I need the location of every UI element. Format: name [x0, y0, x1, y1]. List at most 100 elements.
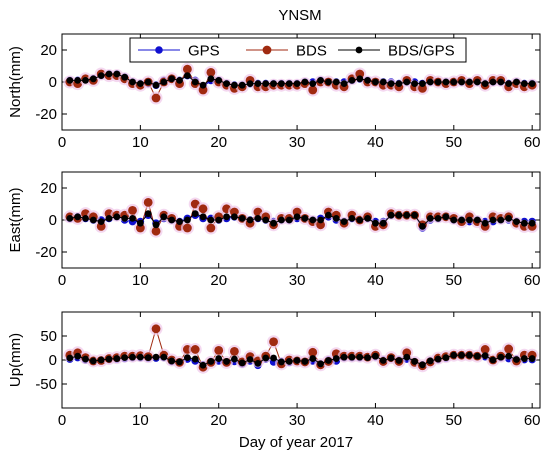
north-bds-gps-point [144, 78, 152, 86]
east-x-tick-label: 60 [524, 272, 541, 289]
up-x-tick-label: 30 [289, 412, 306, 429]
east-x-tick-label: 30 [289, 272, 306, 289]
up-bds-gps-point [74, 352, 82, 360]
up-bds-gps-point [450, 351, 458, 359]
north-bds-gps-point [395, 80, 403, 87]
north-x-tick-label: 0 [58, 134, 66, 151]
east-bds-gps-point [278, 216, 285, 224]
up-x-tick-label: 10 [132, 412, 149, 429]
up-bds-gps-point [230, 355, 238, 363]
east-bds-point [292, 207, 302, 217]
up-bds-gps-point [364, 354, 372, 361]
north-bds-gps-point [364, 77, 372, 84]
east-bds-gps-point [419, 223, 426, 230]
east-bds-gps-point [129, 215, 136, 222]
east-bds-gps-point [199, 213, 207, 221]
north-bds-gps-point [348, 77, 356, 84]
up-bds-gps-point [528, 355, 536, 362]
east-y-tick-label: 20 [40, 180, 57, 197]
up-bds-point [269, 337, 278, 347]
up-bds-gps-point [301, 358, 309, 365]
north-bds-point [198, 85, 208, 95]
north-bds-gps-point [152, 81, 160, 89]
up-bds-point [504, 344, 514, 354]
x-axis-label: Day of year 2017 [239, 434, 353, 451]
north-bds-gps-point [411, 80, 419, 87]
up-bds-gps-point [325, 357, 332, 364]
up-bds-point [214, 346, 224, 355]
north-bds-gps-point [278, 80, 285, 87]
east-bds-gps-point [136, 219, 144, 227]
up-bds-gps-point [238, 359, 246, 367]
up-bds-gps-point [497, 353, 505, 361]
east-bds-gps-point [489, 216, 497, 224]
up-bds-gps-point [191, 355, 199, 363]
north-bds-gps-point [136, 80, 144, 87]
up-bds-gps-point [442, 354, 450, 361]
east-bds-point [143, 198, 153, 207]
up-bds-gps-point [66, 354, 74, 362]
up-bds-point [308, 347, 318, 357]
east-bds-gps-point [466, 216, 473, 224]
up-y-tick-label: -50 [35, 376, 57, 393]
east-bds-gps-point [97, 218, 105, 226]
north-bds-gps-point [356, 75, 364, 83]
up-bds-gps-point [207, 358, 215, 365]
north-bds-point [308, 85, 318, 95]
north-bds-gps-point [325, 78, 332, 86]
up-bds-gps-point [489, 356, 497, 364]
east-bds-gps-point [458, 216, 466, 224]
up-x-tick-label: 50 [445, 412, 462, 429]
north-bds-gps-point [168, 75, 176, 83]
north-bds-gps-point [238, 81, 246, 89]
north-bds-gps-point [340, 80, 348, 87]
up-x-tick-label: 40 [367, 412, 384, 429]
north-bds-gps-point [66, 77, 74, 84]
legend-gps-label: GPS [188, 43, 220, 60]
up-bds-point [151, 324, 161, 334]
up-bds-gps-point [379, 357, 387, 364]
up-y-axis-label: Up(mm) [7, 333, 24, 387]
east-bds-gps-point [403, 211, 411, 219]
north-bds-gps-point [426, 78, 434, 86]
east-bds-gps-point [426, 215, 434, 222]
up-bds-gps-point [426, 357, 434, 365]
up-bds-gps-point [262, 354, 270, 362]
east-bds-gps-point [481, 219, 489, 227]
north-y-axis-label: North(mm) [7, 46, 24, 118]
east-bds-gps-point [207, 216, 215, 224]
east-bds-gps-point [74, 213, 82, 221]
north-bds-gps-point [379, 78, 387, 86]
east-bds-gps-point [254, 215, 262, 222]
east-bds-gps-point [121, 215, 129, 222]
up-panel: 0 10 20 30 40 50 60 -50 0 50 Up(mm) [7, 311, 541, 429]
legend-bds-label: BDS [296, 43, 327, 60]
east-bds-gps-point [215, 216, 223, 224]
up-bds-gps-point [372, 352, 379, 360]
north-bds-point [355, 69, 365, 79]
north-bds-gps-point [528, 80, 536, 87]
up-bds-gps-point [246, 356, 254, 363]
east-bds-point [128, 206, 137, 215]
east-bds-gps-point [325, 211, 332, 219]
east-bds-gps-point [364, 215, 372, 222]
east-x-tick-label: 20 [210, 272, 227, 289]
north-bds-gps-point [505, 80, 513, 87]
east-bds-gps-point [293, 213, 301, 221]
north-bds-gps-point [466, 78, 473, 86]
north-bds-gps-point [215, 77, 223, 84]
east-bds-gps-point [238, 215, 246, 222]
up-bds-gps-point [144, 354, 152, 361]
east-y-tick-label: -20 [35, 244, 57, 261]
up-bds-gps-point [223, 358, 230, 365]
up-bds-gps-point [121, 354, 129, 361]
up-bds-gps-point [89, 357, 97, 365]
north-bds-gps-point [105, 70, 113, 78]
east-bds-point [229, 207, 239, 217]
up-bds-gps-point [434, 355, 442, 363]
north-bds-gps-point [176, 77, 183, 84]
legend-gps-marker [155, 46, 163, 54]
north-bds-gps-point [199, 81, 207, 89]
up-bds-gps-point [176, 358, 183, 366]
